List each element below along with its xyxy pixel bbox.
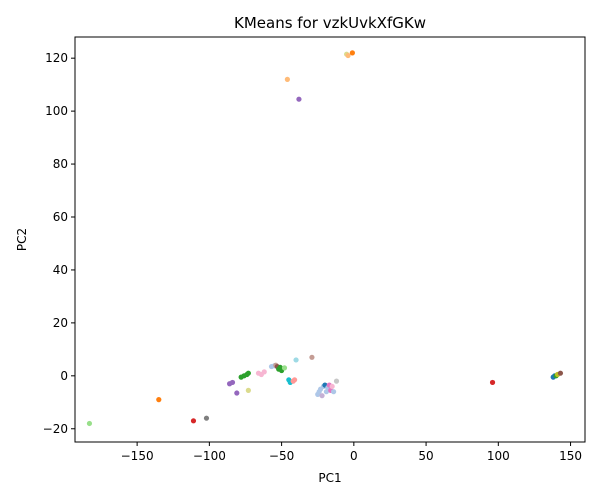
- data-point-45: [345, 52, 351, 59]
- y-axis-ticks: −20 0 20 40 60 80 100 120: [43, 51, 75, 436]
- chart-title: KMeans for vzkUvkXfGKw: [234, 14, 426, 32]
- data-point-3: [203, 415, 210, 421]
- y-tick-label: 20: [53, 316, 68, 330]
- x-tick-label: 100: [487, 449, 510, 463]
- data-point-22: [281, 365, 288, 371]
- data-point-1: [156, 397, 162, 403]
- y-tick-label: 120: [45, 51, 68, 65]
- x-tick-label: −150: [121, 449, 154, 463]
- data-point-5: [229, 379, 236, 386]
- y-tick-label: 100: [45, 104, 68, 118]
- y-tick-label: 60: [53, 210, 68, 224]
- data-point-39: [329, 383, 335, 390]
- y-tick-label: 80: [53, 157, 68, 171]
- points-layer: [86, 50, 564, 427]
- data-point-40: [331, 389, 337, 395]
- y-axis-label: PC2: [15, 228, 29, 251]
- data-point-47: [489, 379, 496, 386]
- data-point-2: [190, 418, 197, 424]
- x-tick-label: −100: [193, 449, 226, 463]
- x-axis-ticks: −150 −100 −50 0 50 100 150: [121, 442, 582, 463]
- data-point-11: [245, 387, 251, 393]
- data-point-35: [323, 389, 329, 395]
- data-point-0: [86, 420, 93, 427]
- data-point-14: [261, 369, 267, 375]
- x-tick-label: 50: [418, 449, 433, 463]
- data-point-28: [309, 354, 315, 360]
- data-point-43: [296, 96, 302, 102]
- x-tick-label: 0: [350, 449, 358, 463]
- x-tick-label: 150: [559, 449, 582, 463]
- data-point-26: [292, 377, 298, 383]
- data-point-27: [293, 357, 299, 363]
- x-axis-label: PC1: [318, 471, 341, 485]
- data-point-41: [333, 378, 340, 384]
- data-point-52: [557, 370, 564, 376]
- plot-frame: [74, 36, 586, 443]
- data-point-46: [349, 50, 355, 56]
- data-point-6: [234, 390, 240, 396]
- y-tick-label: 40: [53, 263, 68, 277]
- data-point-32: [319, 393, 325, 399]
- y-tick-label: 0: [60, 369, 68, 383]
- data-point-10: [245, 370, 251, 376]
- x-tick-label: −50: [269, 449, 294, 463]
- y-tick-label: −20: [43, 422, 68, 436]
- data-point-42: [284, 76, 290, 82]
